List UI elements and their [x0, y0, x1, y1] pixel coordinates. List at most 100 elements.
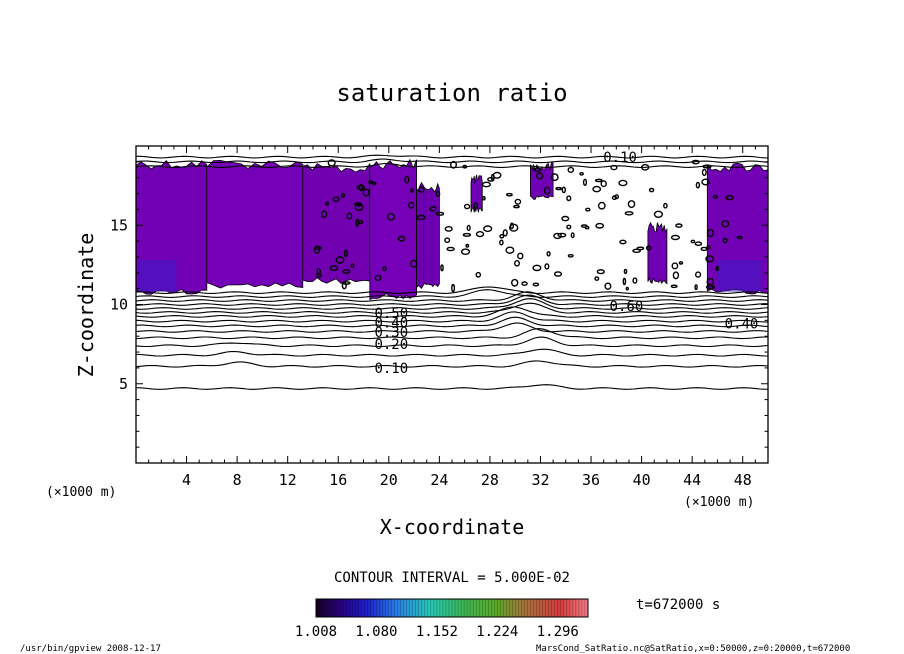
- contour-speckle: [462, 232, 472, 237]
- colorbar-tick-label: 1.224: [476, 624, 518, 640]
- contour-speckle: [706, 245, 711, 250]
- colorbar-segment: [391, 599, 395, 617]
- contour-speckle: [429, 206, 437, 212]
- contour-speckle: [335, 256, 345, 264]
- contour-label: 0.60: [610, 299, 644, 315]
- contour-line: [136, 306, 768, 318]
- contour-speckle: [736, 235, 743, 240]
- colorbar-segment: [367, 599, 371, 617]
- contour-speckle: [561, 186, 566, 194]
- contour-speckle: [475, 231, 485, 238]
- contour-speckle: [701, 178, 710, 186]
- colorbar-segment: [343, 599, 347, 617]
- colorbar-segment: [352, 599, 356, 617]
- colorbar-segment: [331, 599, 335, 617]
- colorbar-segment: [376, 599, 380, 617]
- colorbar-tick-label: 1.296: [537, 624, 579, 640]
- x-tick-label: 16: [329, 471, 347, 489]
- contour-line: [136, 154, 768, 159]
- colorbar-segment: [455, 599, 459, 617]
- colorbar-segment: [536, 599, 540, 617]
- colorbar-segment: [412, 599, 417, 617]
- contour-speckle: [700, 246, 708, 252]
- y-tick-label: 10: [110, 296, 128, 314]
- contour-speckle: [691, 159, 700, 165]
- contour-speckle: [315, 273, 323, 278]
- contour-speckle: [706, 228, 715, 238]
- colorbar-segment: [575, 599, 580, 617]
- contour-label: 0.40: [374, 316, 408, 332]
- colorbar-segment: [491, 599, 495, 617]
- contour-speckle: [354, 203, 364, 212]
- contour-speckle: [570, 232, 575, 239]
- contour-speckle: [722, 237, 728, 244]
- colorbar-segment: [400, 599, 404, 617]
- colorbar-segment: [524, 599, 528, 617]
- colorbar-segment: [409, 599, 414, 617]
- colorbar-segment: [578, 599, 583, 617]
- fill-region: [647, 221, 668, 285]
- contour-speckle: [594, 178, 603, 183]
- contour-speckle: [368, 180, 374, 184]
- colorbar-segment: [503, 599, 507, 617]
- contour-speckle: [444, 225, 453, 232]
- x-tick-label: 24: [430, 471, 448, 489]
- colorbar-segment: [518, 599, 522, 617]
- colorbar-segment: [448, 599, 453, 617]
- contour-line: [136, 316, 768, 328]
- colorbar-segment: [403, 599, 407, 617]
- colorbar: [315, 599, 589, 617]
- contour-speckle: [450, 160, 458, 169]
- contour-speckle: [362, 188, 370, 197]
- contour-speckle: [446, 246, 455, 252]
- contour-speckle: [482, 195, 486, 201]
- contour-speckle: [509, 222, 514, 230]
- colorbar-segment: [500, 599, 504, 617]
- contour-speckle: [712, 194, 718, 199]
- contour-speckle: [645, 245, 652, 251]
- contour-speckle: [670, 234, 681, 241]
- colorbar-segment: [512, 599, 516, 617]
- contour-speckle: [585, 207, 591, 212]
- contour-speckle: [582, 178, 588, 187]
- x-tick-label: 12: [279, 471, 297, 489]
- contour-speckle: [705, 255, 715, 263]
- fill-region-low: [717, 260, 762, 292]
- x-axis-ticks: 4 8 12 16 20 24 28 32 36 40 44 48: [148, 146, 756, 489]
- contour-speckle: [444, 237, 451, 243]
- colorbar-segment: [563, 599, 568, 617]
- contour-speckle: [584, 225, 590, 230]
- contour-speckle: [492, 171, 502, 179]
- colorbar-segment: [533, 599, 537, 617]
- contour-speckle: [678, 261, 684, 265]
- contour-speckle: [670, 284, 678, 289]
- fill-region-low: [138, 260, 177, 292]
- colorbar-segment: [364, 599, 368, 617]
- colorbar-segment: [572, 599, 577, 617]
- contour-speckle: [499, 233, 505, 239]
- contour-line: [136, 302, 768, 314]
- contour-speckle: [600, 180, 607, 188]
- contour-speckle: [721, 220, 730, 228]
- colorbar-segment: [424, 599, 429, 617]
- colorbar-segment: [464, 599, 468, 617]
- contour-line: [136, 384, 768, 390]
- contour-speckle: [715, 266, 719, 272]
- y-axis-title: Z-coordinate: [74, 233, 98, 378]
- contour-speckle: [440, 264, 444, 272]
- contour-speckle: [611, 195, 617, 201]
- colorbar-segment: [427, 599, 432, 617]
- contour-speckle: [705, 285, 716, 290]
- colorbar-segment: [445, 599, 450, 617]
- colorbar-segment: [319, 599, 323, 617]
- contour-label: 0.30: [374, 325, 408, 341]
- colorbar-segment: [394, 599, 398, 617]
- contour-speckle: [553, 232, 562, 240]
- x-tick-label: 8: [233, 471, 242, 489]
- colorbar-segment: [566, 599, 571, 617]
- chart-title: saturation ratio: [336, 79, 567, 107]
- contour-speckle: [342, 269, 351, 274]
- colorbar-segment: [557, 599, 562, 617]
- contour-speckle: [410, 259, 418, 268]
